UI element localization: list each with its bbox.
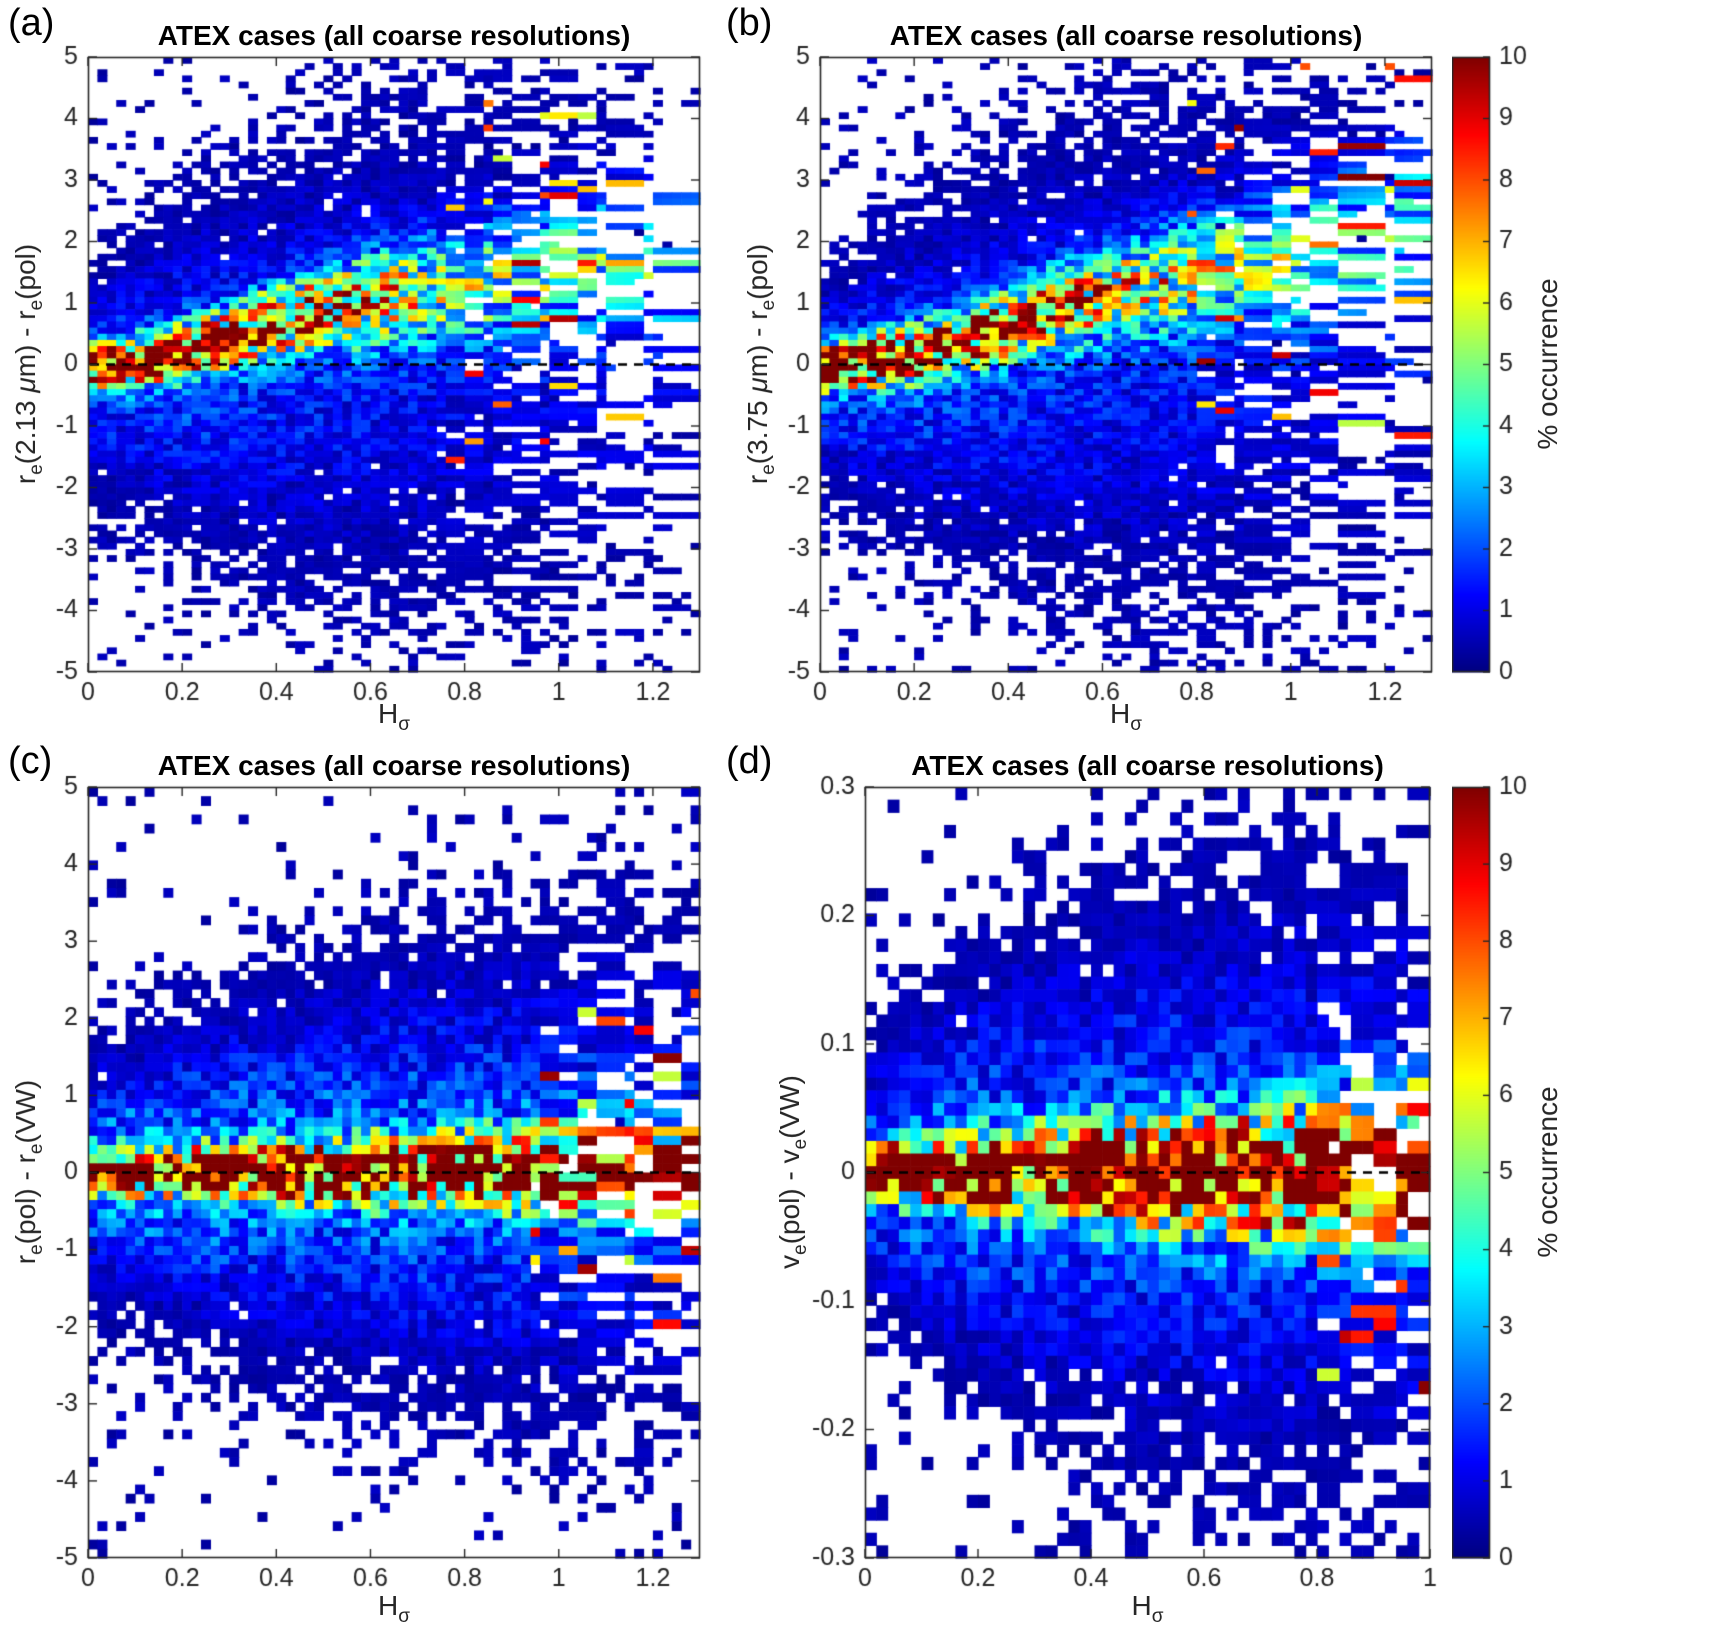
colorbar-top: % occurrence [1452, 45, 1612, 705]
heatmap-canvas-c [0, 740, 712, 1630]
panel-letter-a: (a) [8, 2, 55, 44]
x-axis-label-a: Hσ [378, 698, 410, 735]
x-axis-label-d: Hσ [1131, 1590, 1164, 1627]
panel-d: (d) ATEX cases (all coarse resolutions) … [712, 740, 1452, 1630]
x-axis-label-c: Hσ [378, 1590, 410, 1627]
colorbar-canvas-top [1452, 45, 1612, 705]
heatmap-canvas-a [0, 0, 712, 740]
panel-letter-b: (b) [726, 2, 773, 44]
y-axis-label-c: re(pol) - re(VW) [10, 1079, 47, 1265]
panel-c: (c) ATEX cases (all coarse resolutions) … [0, 740, 712, 1630]
colorbar-canvas-bottom [1452, 775, 1612, 1591]
panel-b: (b) ATEX cases (all coarse resolutions) … [712, 0, 1452, 740]
colorbar-bottom: % occurrence [1452, 775, 1612, 1591]
y-axis-label-b: re(3.75 μm) - re(pol) [742, 243, 779, 485]
colorbar-label-bottom: % occurrence [1532, 1086, 1563, 1258]
panel-title-a: ATEX cases (all coarse resolutions) [157, 20, 631, 51]
heatmap-canvas-b [712, 0, 1452, 740]
colorbar-label-top: % occurrence [1532, 278, 1563, 450]
heatmap-canvas-d [712, 740, 1452, 1630]
y-axis-label-d: ve(pol) - ve(VW) [774, 1075, 811, 1269]
panel-letter-d: (d) [726, 740, 773, 782]
y-axis-label-a: re(2.13 μm) - re(pol) [10, 243, 47, 485]
x-axis-label-b: Hσ [1110, 698, 1142, 735]
panel-letter-c: (c) [8, 740, 53, 782]
panel-a: (a) ATEX cases (all coarse resolutions) … [0, 0, 712, 740]
panel-title-c: ATEX cases (all coarse resolutions) [157, 750, 631, 781]
panel-title-d: ATEX cases (all coarse resolutions) [911, 750, 1384, 781]
panel-title-b: ATEX cases (all coarse resolutions) [889, 20, 1363, 51]
